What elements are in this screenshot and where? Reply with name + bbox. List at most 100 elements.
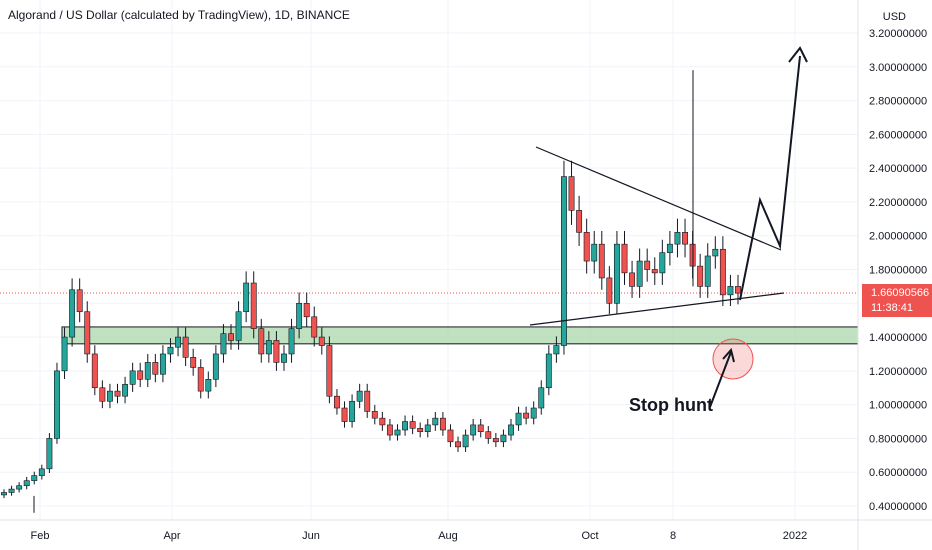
candle-body [492,438,499,443]
y-tick-label: 2.60000000 [869,129,927,141]
candle-body [485,431,492,439]
candle-body [235,311,242,341]
candle-body [500,434,507,443]
candle-body [735,286,741,294]
candle-body [122,384,129,397]
y-tick-label: 0.60000000 [869,467,927,479]
y-tick-label: 2.40000000 [869,163,927,175]
x-tick-label: Aug [438,530,458,542]
candle-body [8,488,15,493]
candle-body [54,370,60,439]
trend-drawings: Stop hunt [529,46,808,415]
candle-body [644,260,651,270]
candle-body [394,429,401,436]
candle-body [258,328,265,355]
candle-body [114,390,121,397]
candle-body [712,248,719,257]
y-tick-label: 1.20000000 [869,366,927,378]
candle-body [38,468,45,476]
candle-body [31,475,38,481]
candle-body [288,328,295,355]
candle-body [265,340,272,355]
candle-body [674,232,681,245]
candle-body [598,243,605,279]
candle-body [129,370,136,385]
triangle-lower-line [529,292,785,326]
candle-body [386,424,393,436]
candle-body [379,417,386,426]
candle-body [318,336,325,346]
candle-body [508,424,514,436]
projection-path [739,55,801,301]
last-price-value: 1.66090566 [871,287,930,299]
candle-body [349,400,356,422]
x-tick-label: Apr [163,530,180,542]
candle-body [228,333,234,341]
candle-body [432,417,439,426]
candle-body [371,411,378,419]
candle-body [606,277,613,304]
candle-body [659,252,666,274]
candle-body [568,176,575,211]
candle-body [311,316,318,338]
candle-body [159,353,166,375]
candle-body [561,176,567,346]
candle-body [697,265,704,287]
stop-hunt-arrowhead [722,347,735,363]
candle-body [137,370,144,380]
x-tick-label: Oct [581,530,598,542]
y-tick-label: 0.40000000 [869,501,927,513]
candle-body [220,333,227,355]
chart-title: Algorand / US Dollar (calculated by Trad… [8,8,350,22]
candle-body [250,282,257,329]
y-tick-label: 1.00000000 [869,400,927,412]
y-tick-label: 2.80000000 [869,96,927,108]
candle-body [629,272,636,287]
candle-body [553,345,560,355]
x-tick-label: Jun [302,530,320,542]
triangle-upper-line [535,146,782,251]
candle-body [175,336,181,348]
candle-body [666,243,673,253]
candle-body [197,367,204,392]
candle-body [462,434,469,448]
support-zone [0,292,859,345]
candle-body [583,232,590,262]
candle-body [205,379,212,392]
candle-body [545,353,552,389]
candle-body [523,412,530,419]
candle-body [106,390,113,402]
candle-body [341,407,348,422]
candle-body [576,210,583,233]
candle-body [281,353,287,363]
candle-body [704,255,711,287]
candle-body [447,429,454,443]
y-tick-label: 3.00000000 [869,62,927,74]
candle-body [182,336,189,358]
candle-countdown: 11:38:41 [871,302,914,314]
candle-body [409,421,416,429]
candle-body [69,289,76,338]
candle-body [84,311,91,355]
candle-body [719,248,726,296]
candle-body [326,345,333,397]
candle-body [23,480,30,487]
candle-body [651,269,658,274]
candle-body [621,243,628,274]
candle-body [455,441,461,448]
candle-body [402,421,409,431]
candle-body [439,417,446,431]
candle-body [99,387,106,402]
y-tick-label: 1.80000000 [869,265,927,277]
candle-body [538,387,545,409]
candle-body [417,427,424,432]
candle-body [636,260,643,287]
candle-body [190,357,197,368]
stop-hunt-arrow [709,351,732,408]
stop-hunt-label: Stop hunt [629,395,713,415]
candle-body [727,286,734,296]
x-tick-label: Feb [31,530,50,542]
